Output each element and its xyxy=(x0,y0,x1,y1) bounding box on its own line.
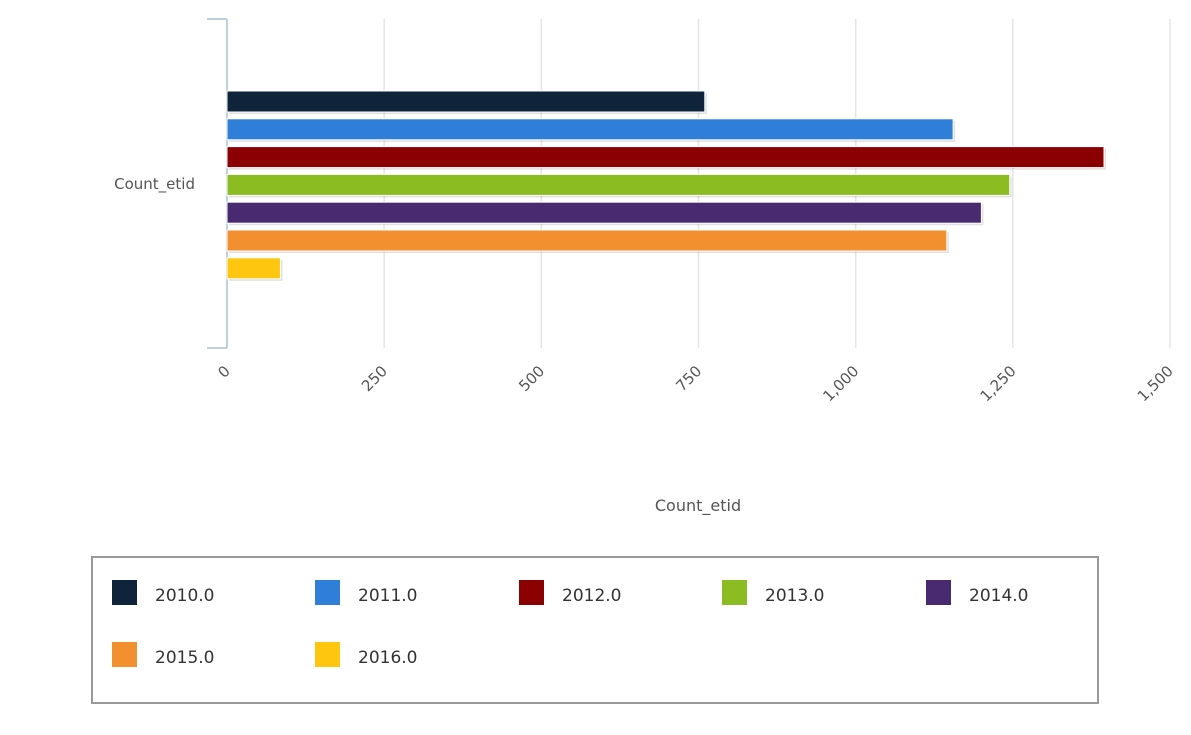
legend: 2010.0 2011.0 2012.0 2013.0 2014.0 2015.0 2016… xyxy=(91,556,1099,704)
legend-item-label[interactable]: 2014.0 xyxy=(969,586,1028,606)
x-tick-label: 500 xyxy=(515,362,548,395)
bar-2013.0[interactable] xyxy=(226,173,1011,196)
bar-2015.0[interactable] xyxy=(226,229,948,252)
bar-2011.0[interactable] xyxy=(226,118,954,141)
legend-item-label[interactable]: 2016.0 xyxy=(358,648,417,668)
bar-2010.0[interactable] xyxy=(226,90,706,113)
legend-swatch xyxy=(926,580,951,605)
bars xyxy=(226,90,1106,281)
x-tick-label: 250 xyxy=(358,362,391,395)
legend-swatch xyxy=(112,580,137,605)
legend-item-label[interactable]: 2012.0 xyxy=(562,586,621,606)
x-axis-title: Count_etid xyxy=(655,496,741,516)
x-tick-label: 1,250 xyxy=(977,362,1020,405)
x-tick-label: 750 xyxy=(672,362,705,395)
bar-2012.0[interactable] xyxy=(226,146,1105,169)
bar-2016.0[interactable] xyxy=(226,257,281,280)
x-tick-label: 1,000 xyxy=(819,362,862,405)
legend-item-label[interactable]: 2013.0 xyxy=(765,586,824,606)
legend-box xyxy=(91,556,1099,704)
legend-item-label[interactable]: 2015.0 xyxy=(155,648,214,668)
bar-2014.0[interactable] xyxy=(226,201,982,224)
legend-item-label[interactable]: 2011.0 xyxy=(358,586,417,606)
y-axis: Count_etid xyxy=(114,18,228,349)
legend-swatch xyxy=(519,580,544,605)
x-tick-label: 0 xyxy=(214,362,233,381)
legend-item-label[interactable]: 2010.0 xyxy=(155,586,214,606)
x-tick-label: 1,500 xyxy=(1134,362,1177,405)
legend-swatch xyxy=(315,580,340,605)
y-category-label: Count_etid xyxy=(114,175,195,194)
legend-swatch xyxy=(722,580,747,605)
legend-swatch xyxy=(112,642,137,667)
legend-swatch xyxy=(315,642,340,667)
x-tick-labels: 0 250 500 750 1,000 1,250 1,500 xyxy=(214,362,1176,405)
